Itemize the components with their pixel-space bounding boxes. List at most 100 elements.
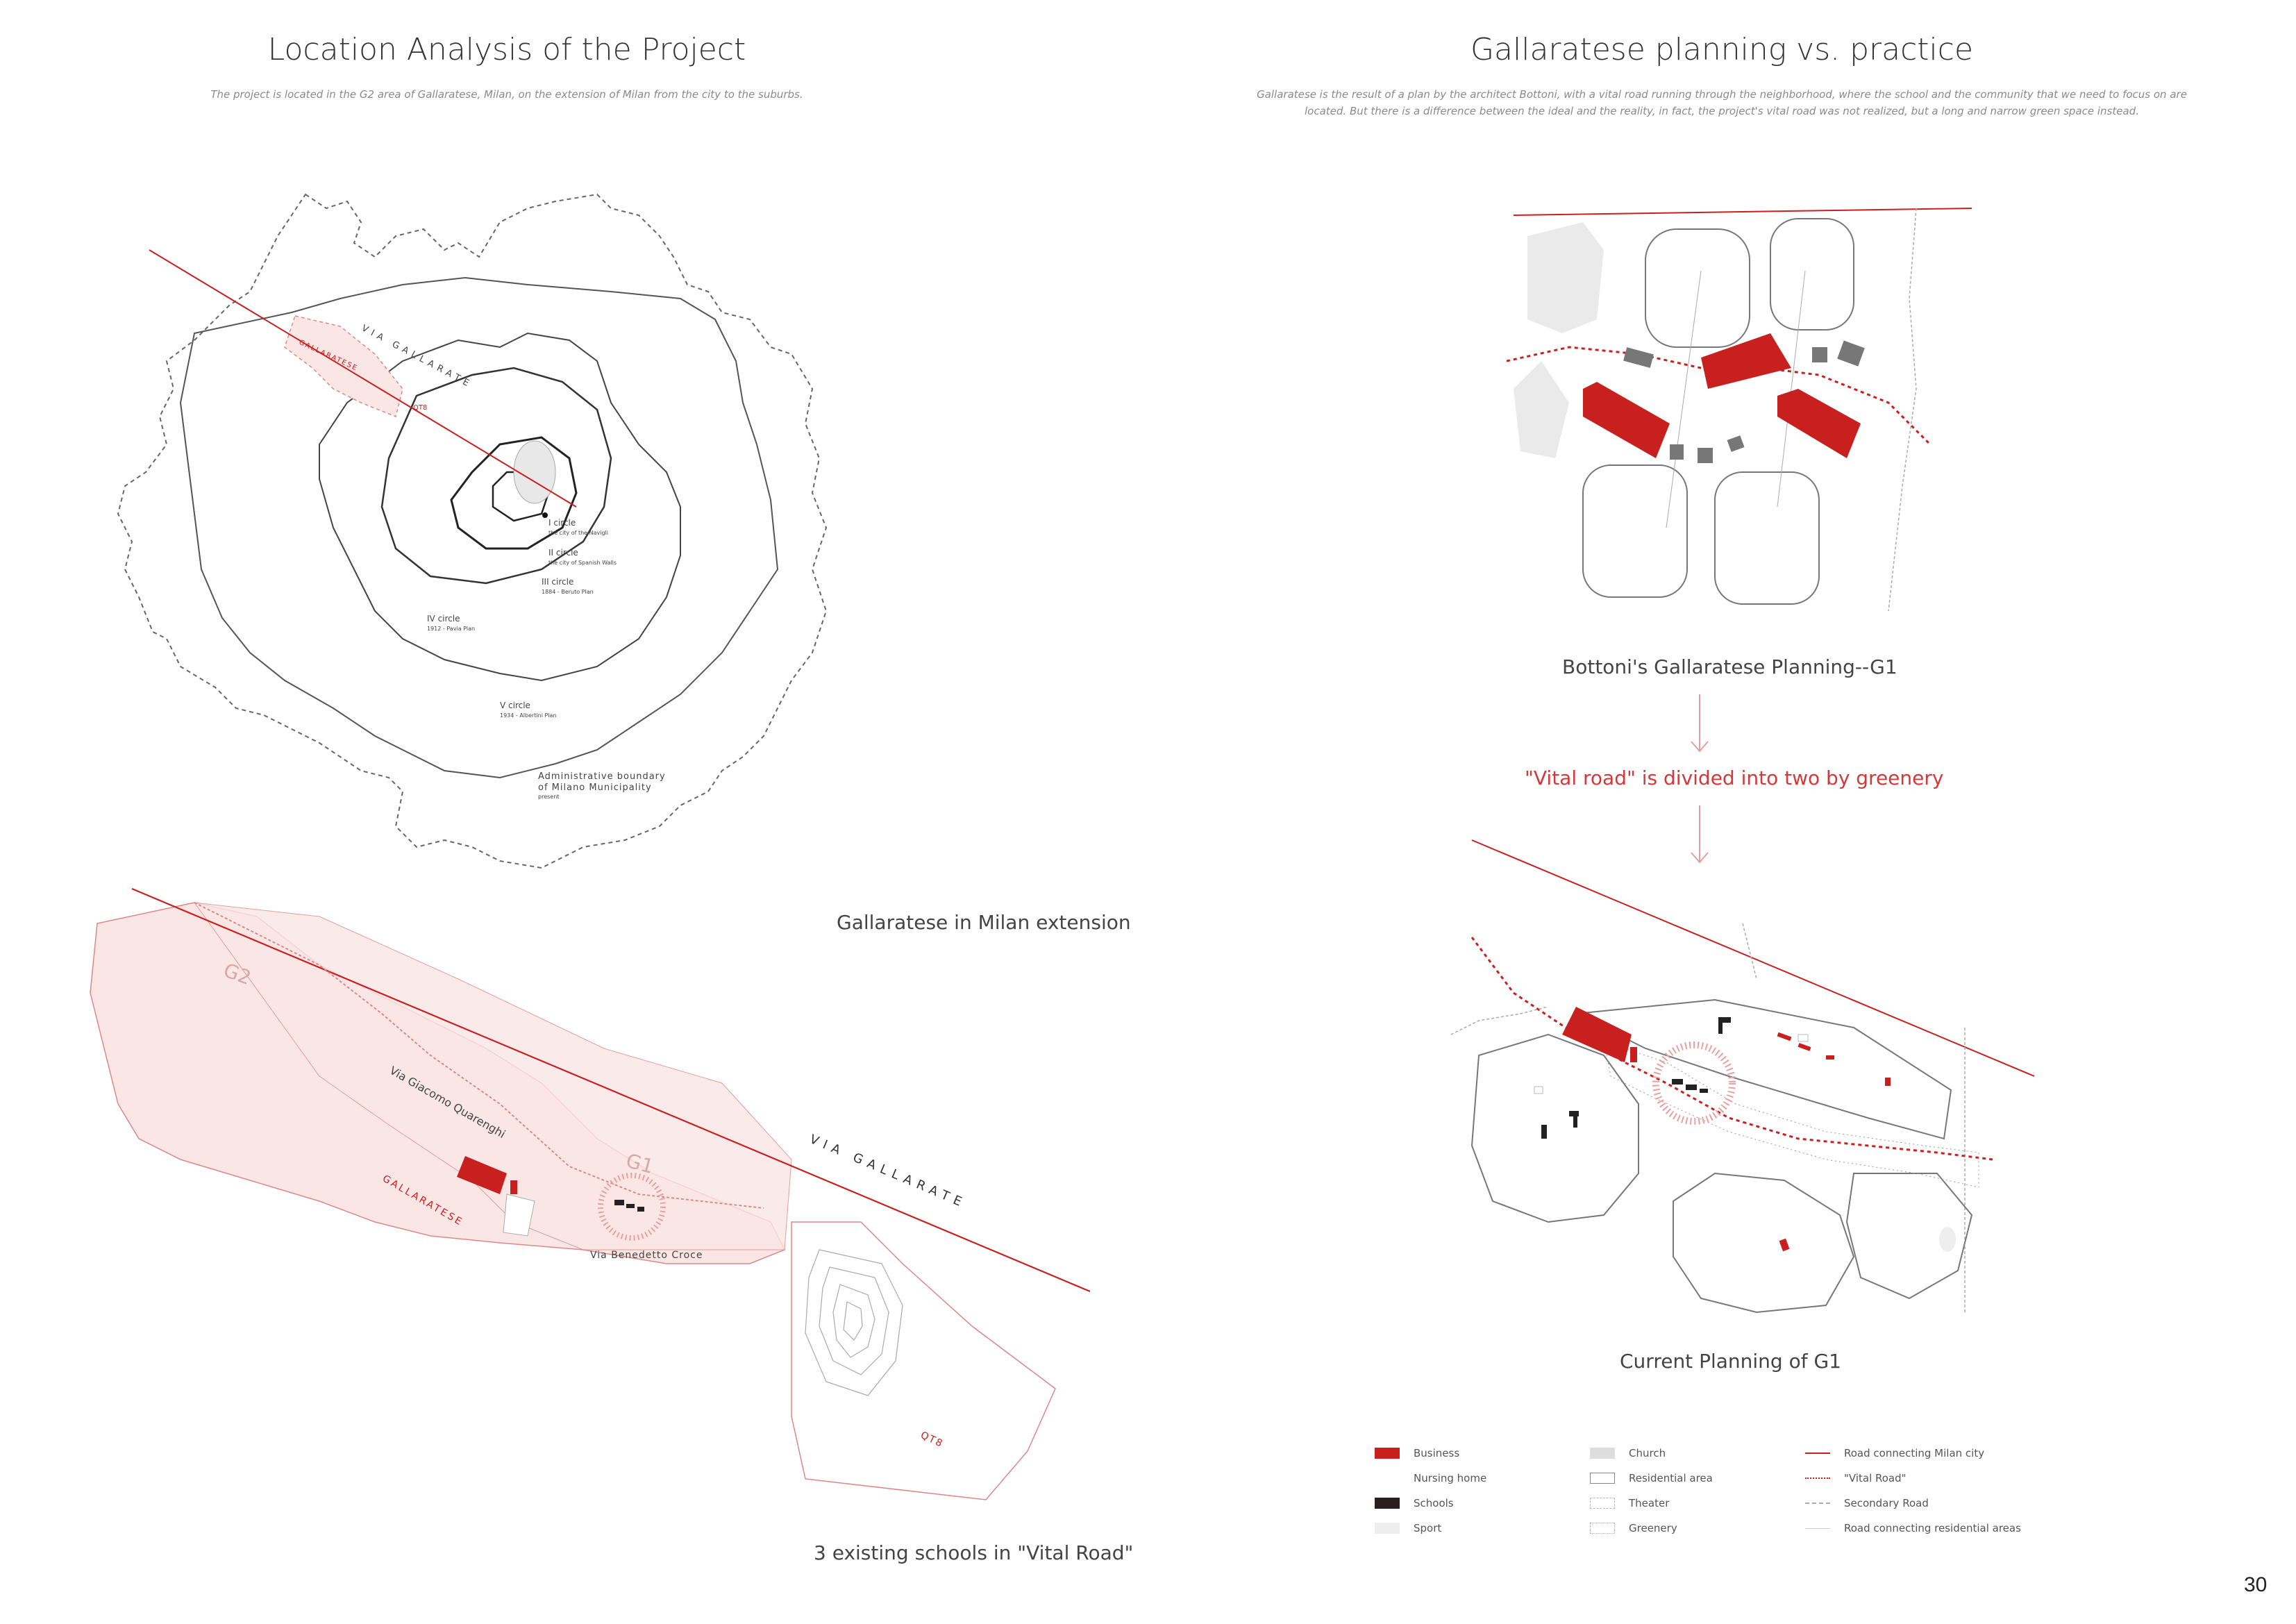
sport-area	[1939, 1227, 1956, 1252]
admin-boundary-1: Administrative boundary	[538, 771, 666, 782]
residential-block-3	[1582, 464, 1688, 598]
circle-5-note: 1934 - Albertini Plan	[500, 712, 557, 719]
business-block-2	[1583, 382, 1670, 458]
caption-vital-road-divided: "Vital road" is divided into two by gree…	[1525, 767, 1944, 789]
legend-label: Sport	[1414, 1522, 1442, 1534]
qt8-area	[791, 1221, 1056, 1500]
via-gallarate-line	[149, 249, 577, 508]
legend-theater: Theater	[1590, 1497, 1669, 1509]
milan-extension-map: VIA GALLARATE GALLARATESE QT8 I circle t…	[117, 193, 828, 869]
legend-swatch-sport	[1375, 1523, 1400, 1534]
legend-swatch-theater	[1590, 1498, 1615, 1509]
business-small-current	[1630, 1047, 1637, 1062]
right-title: Gallaratese planning vs. practice	[1470, 32, 1974, 67]
business-block-3	[1777, 389, 1861, 458]
school-buildings-current	[1541, 1017, 1731, 1139]
legend-secondary-road: Secondary Road	[1805, 1497, 1929, 1509]
qt8-district-label: QT8	[919, 1430, 945, 1450]
arrow-down-icon	[1691, 694, 1709, 753]
secondary-road-top-2	[1742, 923, 1757, 980]
duomo-dot	[542, 512, 548, 518]
admin-boundary-3: present	[538, 794, 559, 800]
vital-road-focus-current	[1652, 1041, 1736, 1125]
milan-city-road	[1513, 208, 1972, 216]
legend-swatch-church	[1590, 1448, 1615, 1459]
legend-label: "Vital Road"	[1844, 1472, 1907, 1484]
legend-label: Schools	[1414, 1497, 1454, 1509]
circle-3-name: III circle	[542, 577, 573, 587]
circle-3-note: 1884 - Beruto Plan	[542, 589, 594, 595]
theater-markers	[1534, 1034, 1809, 1094]
legend-label: Nursing home	[1414, 1472, 1487, 1484]
legend-line-milan	[1805, 1453, 1830, 1454]
legend-label: Church	[1629, 1447, 1666, 1459]
arrow-down-icon	[1691, 805, 1709, 864]
school-marker	[510, 1180, 517, 1194]
school-buildings	[614, 1200, 644, 1212]
bottoni-plan-map	[1506, 208, 1972, 612]
residential-block-se	[1845, 1173, 1973, 1300]
legend-label: Theater	[1629, 1497, 1670, 1509]
legend-greenery: Greenery	[1590, 1522, 1677, 1534]
residential-block-w	[1470, 1033, 1639, 1223]
legend-road-residential: Road connecting residential areas	[1805, 1522, 2021, 1534]
g1-area	[193, 902, 792, 1250]
legend-swatch-schools	[1375, 1498, 1400, 1509]
caption-bottoni-plan: Bottoni's Gallaratese Planning--G1	[1562, 655, 1897, 678]
residential-block-ne	[1573, 998, 1952, 1140]
residential-block-2	[1770, 218, 1854, 330]
via-gallarate-road	[131, 887, 1091, 1293]
circle-4-note: 1912 - Pavia Plan	[427, 626, 475, 632]
greenery-strip	[1603, 1041, 1979, 1188]
left-subtitle: The project is located in the G2 area of…	[210, 88, 803, 101]
iii-circle	[380, 367, 612, 585]
iv-circle	[319, 332, 681, 682]
vital-road-current	[1470, 937, 1993, 1161]
circle-2-note: the city of Spanish Walls	[548, 560, 617, 566]
caption-milan-extension: Gallaratese in Milan extension	[837, 911, 1131, 934]
legend-residential: Residential area	[1590, 1472, 1713, 1484]
church-area-2	[1514, 361, 1569, 458]
caption-schools: 3 existing schools in "Vital Road"	[814, 1541, 1134, 1564]
circle-4-name: IV circle	[427, 614, 460, 623]
business-small-markers	[1777, 1032, 1891, 1252]
right-subtitle: Gallaratese is the result of a plan by t…	[1180, 86, 2263, 119]
church-area-1	[1527, 222, 1604, 333]
circle-1-note: the city of the Navigli	[548, 530, 608, 536]
legend-label: Business	[1414, 1447, 1460, 1459]
ii-circle	[450, 436, 578, 550]
legend-line-vital	[1805, 1477, 1830, 1479]
via-benedetto-label: Via Benedetto Croce	[590, 1250, 703, 1261]
business-block-current	[1562, 1007, 1632, 1062]
legend-label: Road connecting Milan city	[1844, 1447, 1985, 1459]
legend-vital-road: "Vital Road"	[1805, 1472, 1907, 1484]
qt8-label: QT8	[413, 404, 427, 412]
inner-road-2	[1777, 270, 1806, 508]
vital-road-focus	[598, 1173, 666, 1241]
legend-line-residential	[1805, 1527, 1830, 1529]
residential-block-1	[1645, 228, 1750, 348]
business-building	[457, 1156, 507, 1194]
legend-label: Secondary Road	[1844, 1497, 1929, 1509]
district-map: VIA GALLARATE Via Giacomo Quarenghi G2 G…	[90, 887, 1091, 1500]
admin-boundary-2: of Milano Municipality	[538, 782, 652, 793]
circle-5-name: V circle	[500, 701, 530, 710]
legend-road-milan: Road connecting Milan city	[1805, 1447, 1984, 1459]
inner-road-1	[1666, 270, 1702, 528]
secondary-road-edge	[1888, 208, 1917, 612]
municipality-boundary	[117, 193, 828, 869]
circle-2-name: II circle	[548, 548, 578, 558]
legend-line-secondary	[1805, 1502, 1830, 1504]
right-subtitle-line1: Gallaratese is the result of a plan by t…	[1257, 88, 2187, 101]
legend-business: Business	[1375, 1447, 1459, 1459]
v-circle	[179, 276, 779, 779]
legend-label: Residential area	[1629, 1472, 1713, 1484]
secondary-road-top	[1450, 1006, 1549, 1035]
left-title: Location Analysis of the Project	[267, 32, 746, 67]
business-block-1	[1701, 333, 1791, 389]
via-gallarate-district-label: VIA GALLARATE	[807, 1132, 969, 1212]
caption-current-planning: Current Planning of G1	[1620, 1350, 1841, 1373]
legend-label: Road connecting residential areas	[1844, 1522, 2021, 1534]
residential-block-s	[1673, 1172, 1855, 1314]
right-subtitle-line2: located. But there is a difference betwe…	[1305, 105, 2139, 117]
